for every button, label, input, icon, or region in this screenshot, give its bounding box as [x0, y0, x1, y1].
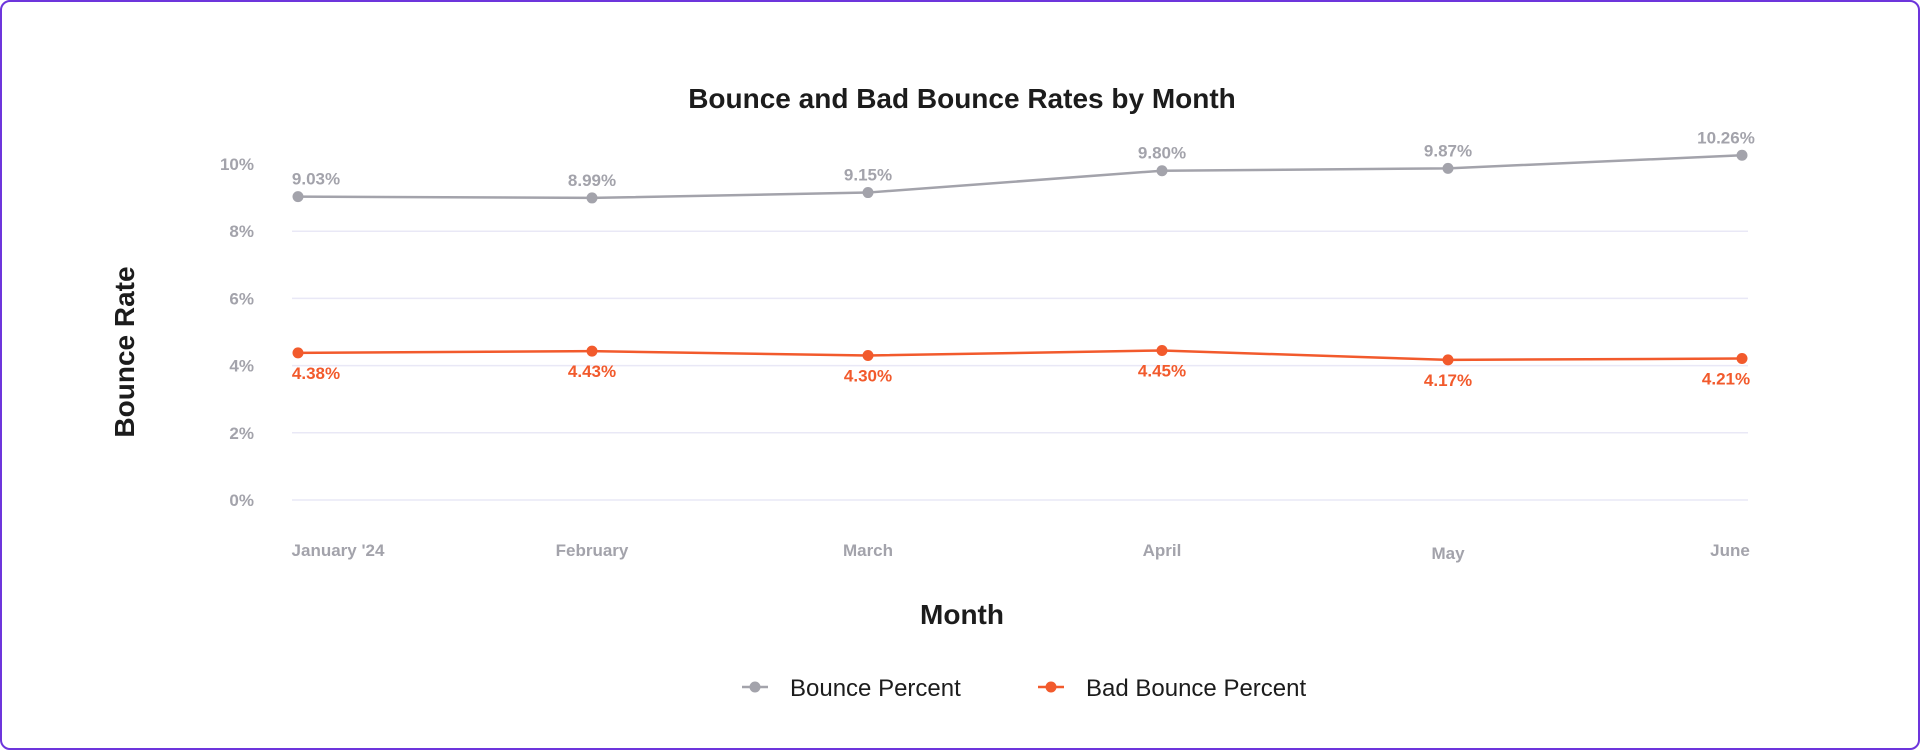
x-axis-ticks: January '24 February March April May June: [292, 541, 1750, 563]
data-label: 9.03%: [292, 170, 340, 189]
data-label: 9.15%: [844, 166, 892, 185]
y-tick-label: 10%: [220, 155, 254, 174]
legend-label: Bounce Percent: [790, 675, 961, 702]
y-tick-label: 4%: [229, 357, 254, 376]
data-point[interactable]: [292, 347, 304, 359]
data-label: 9.80%: [1138, 144, 1186, 163]
data-label: 4.21%: [1702, 370, 1750, 389]
data-label: 4.17%: [1424, 371, 1472, 390]
y-tick-label: 2%: [229, 424, 254, 443]
x-tick-label: April: [1143, 541, 1182, 560]
series: 9.03% 8.99% 9.15% 9.80% 9.87% 10.26% 4.38% 4.43…: [292, 128, 1755, 390]
data-point[interactable]: [1156, 165, 1168, 177]
data-label: 8.99%: [568, 171, 616, 190]
data-label: 10.26%: [1697, 128, 1755, 147]
gridlines: [292, 230, 1748, 501]
data-point[interactable]: [1736, 353, 1748, 365]
data-point[interactable]: [586, 345, 598, 357]
series-line: [297, 349, 1743, 362]
data-point[interactable]: [1442, 354, 1454, 366]
x-tick-label: May: [1431, 544, 1465, 563]
legend-item[interactable]: Bounce Percent: [742, 675, 961, 702]
data-point[interactable]: [1156, 344, 1168, 356]
legend-dot-marker: [1045, 681, 1057, 693]
legend-item[interactable]: Bad Bounce Percent: [1038, 675, 1306, 702]
y-tick-label: 6%: [229, 289, 254, 308]
x-tick-label: June: [1710, 541, 1750, 560]
legend-dot-marker: [749, 681, 761, 693]
data-point[interactable]: [862, 187, 874, 199]
y-axis-title: Bounce Rate: [109, 266, 140, 437]
legend[interactable]: Bounce Percent Bad Bounce Percent: [742, 675, 1306, 702]
data-point[interactable]: [1736, 149, 1748, 161]
y-axis-ticks: 0% 2% 4% 6% 8% 10%: [220, 155, 254, 510]
data-label: 4.38%: [292, 364, 340, 383]
data-point[interactable]: [586, 192, 598, 204]
y-tick-label: 0%: [229, 491, 254, 510]
data-label: 9.87%: [1424, 141, 1472, 160]
data-point[interactable]: [862, 350, 874, 362]
data-point[interactable]: [292, 191, 304, 203]
series-line: [297, 154, 1743, 200]
x-tick-label: February: [556, 541, 629, 560]
legend-label: Bad Bounce Percent: [1086, 675, 1306, 702]
x-axis-title: Month: [920, 599, 1004, 630]
x-tick-label: January '24: [292, 541, 385, 560]
x-tick-label: March: [843, 541, 893, 560]
data-label: 4.30%: [844, 367, 892, 386]
series-bounce-percent: 9.03% 8.99% 9.15% 9.80% 9.87% 10.26%: [292, 128, 1755, 204]
y-tick-label: 8%: [229, 222, 254, 241]
data-point[interactable]: [1442, 162, 1454, 174]
data-label: 4.43%: [568, 362, 616, 381]
data-label: 4.45%: [1138, 361, 1186, 380]
chart-title: Bounce and Bad Bounce Rates by Month: [688, 83, 1236, 114]
series-bad-bounce-percent: 4.38% 4.43% 4.30% 4.45% 4.17% 4.21%: [292, 344, 1750, 390]
